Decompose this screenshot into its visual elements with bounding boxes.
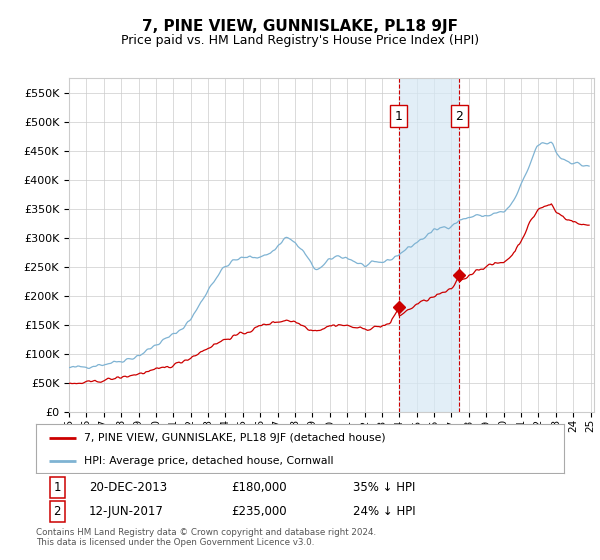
Text: 2: 2 [455,110,463,123]
Text: 24% ↓ HPI: 24% ↓ HPI [353,505,415,518]
Text: £235,000: £235,000 [232,505,287,518]
Text: Price paid vs. HM Land Registry's House Price Index (HPI): Price paid vs. HM Land Registry's House … [121,34,479,46]
Text: £180,000: £180,000 [232,481,287,494]
Text: 7, PINE VIEW, GUNNISLAKE, PL18 9JF (detached house): 7, PINE VIEW, GUNNISLAKE, PL18 9JF (deta… [83,433,385,443]
Bar [398,78,459,412]
Text: 20-DEC-2013: 20-DEC-2013 [89,481,167,494]
Text: HPI: Average price, detached house, Cornwall: HPI: Average price, detached house, Corn… [83,456,333,466]
Text: 1: 1 [53,481,61,494]
Text: 7, PINE VIEW, GUNNISLAKE, PL18 9JF: 7, PINE VIEW, GUNNISLAKE, PL18 9JF [142,19,458,34]
Text: 2: 2 [53,505,61,518]
Text: 12-JUN-2017: 12-JUN-2017 [89,505,164,518]
Text: Contains HM Land Registry data © Crown copyright and database right 2024.
This d: Contains HM Land Registry data © Crown c… [36,528,376,547]
Text: 1: 1 [395,110,403,123]
Text: 35% ↓ HPI: 35% ↓ HPI [353,481,415,494]
